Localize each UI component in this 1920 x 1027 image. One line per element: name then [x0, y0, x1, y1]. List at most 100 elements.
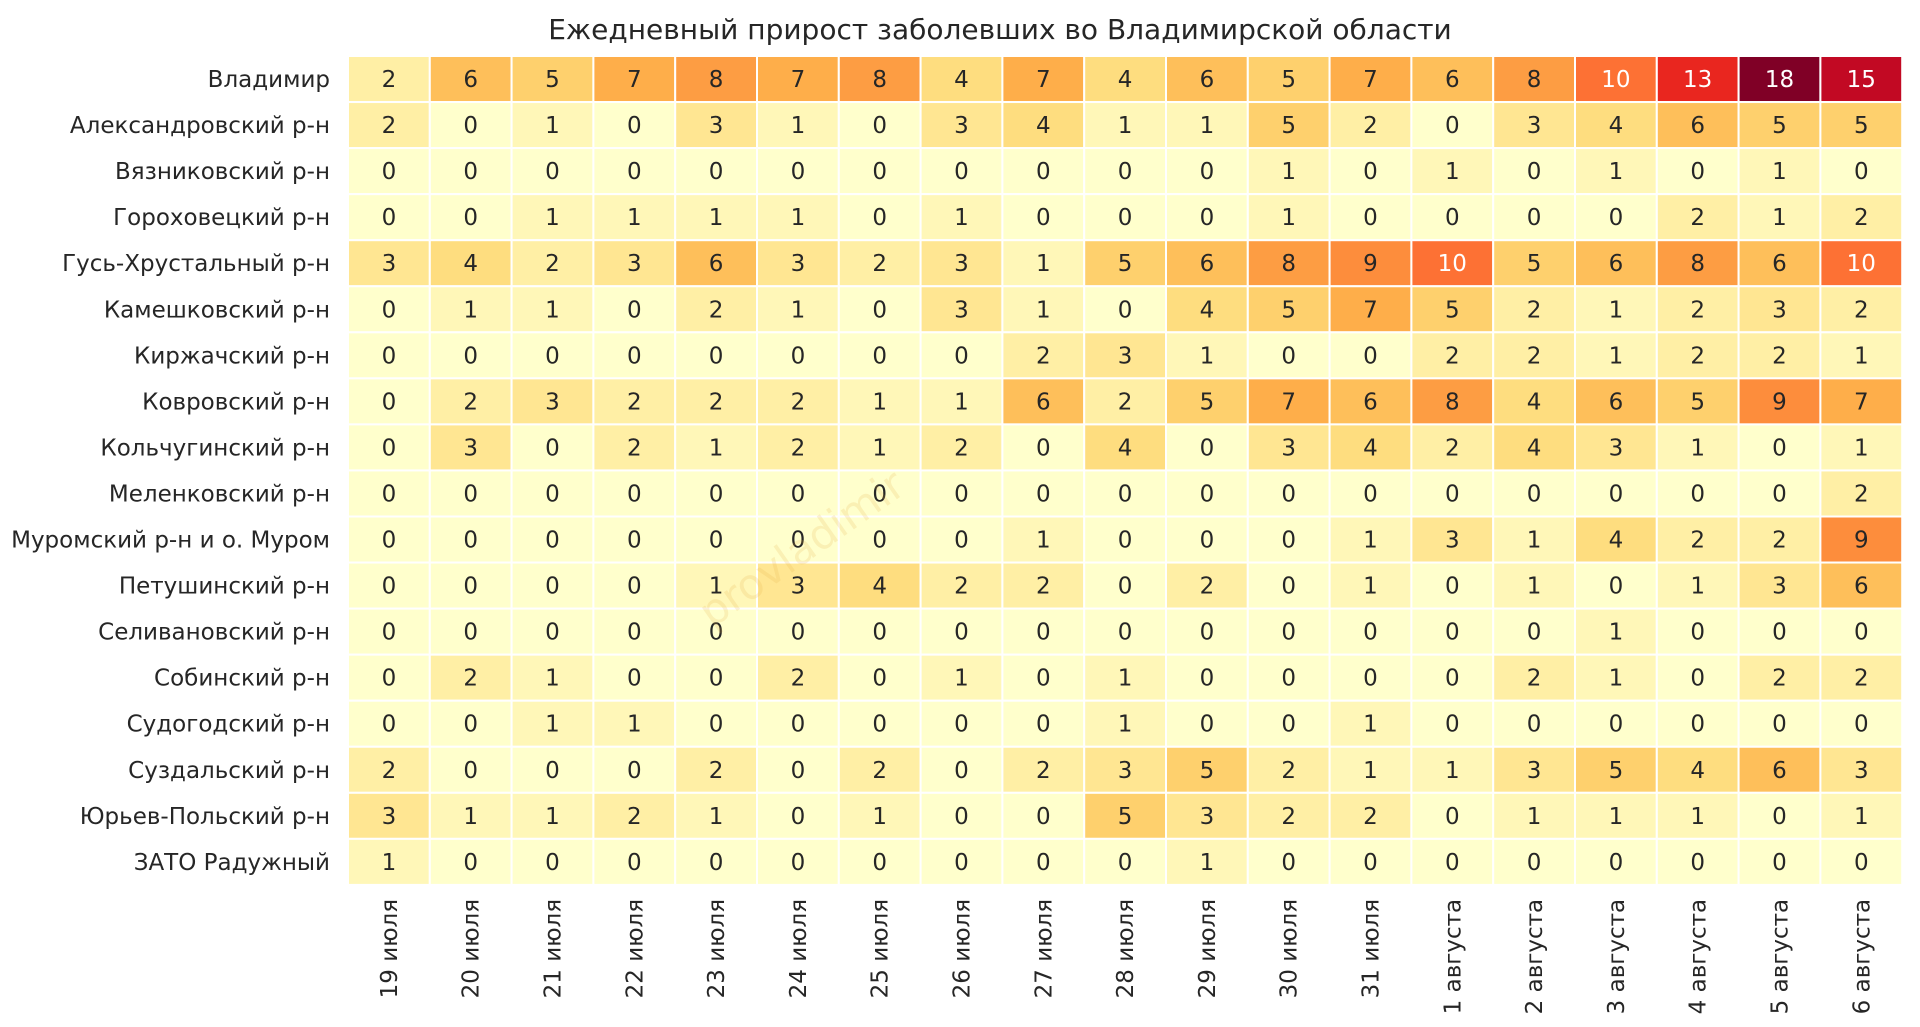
cell-value-label: 1	[791, 205, 806, 231]
cell-value-label: 2	[1527, 666, 1542, 692]
cell-value-label: 0	[627, 666, 642, 692]
cell-value-label: 0	[954, 481, 969, 507]
cell-value-label: 0	[463, 758, 478, 784]
cell-value-label: 0	[627, 574, 642, 600]
column-label: 2 августа	[1522, 899, 1548, 1014]
cell-value-label: 0	[463, 620, 478, 646]
heatmap-cell	[1655, 55, 1740, 104]
cell-value-label: 0	[1036, 804, 1051, 830]
cell-value-label: 0	[1118, 297, 1133, 323]
heatmap-cell	[1083, 561, 1167, 610]
cell-value-label: 0	[1445, 850, 1460, 876]
cell-value-label: 0	[545, 343, 560, 369]
cell-value-label: 3	[1445, 528, 1460, 554]
cell-value-label: 0	[1200, 666, 1215, 692]
cell-value-label: 0	[1363, 666, 1378, 692]
heatmap-cell	[1655, 331, 1740, 380]
cell-value-label: 1	[1036, 251, 1051, 277]
heatmap-cell	[510, 239, 595, 288]
heatmap-cell	[428, 193, 513, 242]
heatmap-cell	[1001, 377, 1086, 426]
heatmap-cell	[1819, 193, 1904, 242]
heatmap-cell	[1083, 653, 1167, 702]
cell-value-label: 2	[1200, 574, 1215, 600]
heatmap-cell	[1410, 377, 1495, 426]
heatmap-cell	[1574, 791, 1658, 840]
heatmap-cell	[1492, 331, 1576, 380]
heatmap-cell	[1819, 285, 1904, 334]
heatmap-cell	[674, 239, 759, 288]
heatmap-cell	[756, 837, 840, 886]
cell-value-label: 0	[791, 159, 806, 185]
cell-value-label: 1	[954, 205, 969, 231]
cell-value-label: 5	[1200, 389, 1215, 415]
cell-value-label: 1	[1527, 528, 1542, 554]
row-label: Гусь-Хрустальный р-н	[62, 251, 330, 277]
cell-value-label: 2	[872, 251, 887, 277]
cell-value-label: 1	[709, 804, 724, 830]
heatmap-cell	[837, 699, 922, 748]
cell-value-label: 0	[954, 159, 969, 185]
cell-value-label: 2	[1036, 343, 1051, 369]
heatmap-cell	[919, 55, 1004, 104]
cell-value-label: 0	[382, 666, 397, 692]
heatmap-cell	[1083, 837, 1167, 886]
cell-value-label: 1	[954, 666, 969, 692]
heatmap-cell	[510, 423, 595, 472]
cell-value-label: 0	[1690, 850, 1705, 876]
cell-value-label: 2	[1281, 758, 1296, 784]
heatmap-cell	[1001, 745, 1086, 794]
heatmap-cell	[1737, 607, 1822, 656]
heatmap-cell	[347, 377, 431, 426]
cell-value-label: 1	[954, 389, 969, 415]
cell-value-label: 1	[1690, 574, 1705, 600]
cell-value-label: 0	[1200, 712, 1215, 738]
heatmap-cell	[592, 837, 677, 886]
heatmap-cell	[1655, 193, 1740, 242]
heatmap-cell	[347, 515, 431, 564]
cell-value-label: 9	[1854, 528, 1869, 554]
heatmap-cell	[674, 515, 759, 564]
cell-value-label: 4	[1527, 389, 1542, 415]
cell-value-label: 2	[1854, 666, 1869, 692]
cell-value-label: 2	[709, 297, 724, 323]
heatmap-cell	[1246, 791, 1331, 840]
cell-value-label: 2	[1445, 343, 1460, 369]
heatmap-cell	[1819, 561, 1904, 610]
cell-value-label: 0	[1036, 712, 1051, 738]
heatmap-cell	[1655, 837, 1740, 886]
cell-value-label: 15	[1847, 67, 1876, 93]
heatmap-cell	[1001, 423, 1086, 472]
cell-value-label: 3	[1772, 574, 1787, 600]
cell-value-label: 1	[1118, 712, 1133, 738]
cell-value-label: 0	[954, 804, 969, 830]
cell-value-label: 6	[1363, 389, 1378, 415]
cell-value-label: 1	[1118, 666, 1133, 692]
heatmap-cell	[1083, 55, 1167, 104]
cell-value-label: 1	[1445, 159, 1460, 185]
cell-value-label: 0	[463, 850, 478, 876]
heatmap-cell	[756, 745, 840, 794]
heatmap-cell	[1083, 147, 1167, 196]
cell-value-label: 0	[872, 481, 887, 507]
heatmap-cell	[510, 285, 595, 334]
heatmap-cell	[1410, 837, 1495, 886]
cell-value-label: 0	[1281, 620, 1296, 646]
cell-value-label: 0	[382, 159, 397, 185]
cell-value-label: 1	[1363, 574, 1378, 600]
cell-value-label: 3	[382, 804, 397, 830]
cell-value-label: 7	[627, 67, 642, 93]
heatmap-cell	[1574, 377, 1658, 426]
cell-value-label: 2	[872, 758, 887, 784]
cell-value-label: 0	[545, 620, 560, 646]
cell-value-label: 6	[1036, 389, 1051, 415]
cell-value-label: 0	[463, 574, 478, 600]
heatmap-cell	[1328, 331, 1413, 380]
heatmap-cell	[1410, 55, 1495, 104]
cell-value-label: 6	[1445, 67, 1460, 93]
column-label: 24 июля	[786, 899, 812, 998]
cell-value-label: 0	[1527, 850, 1542, 876]
cell-value-label: 1	[1200, 113, 1215, 139]
cell-value-label: 1	[1527, 574, 1542, 600]
